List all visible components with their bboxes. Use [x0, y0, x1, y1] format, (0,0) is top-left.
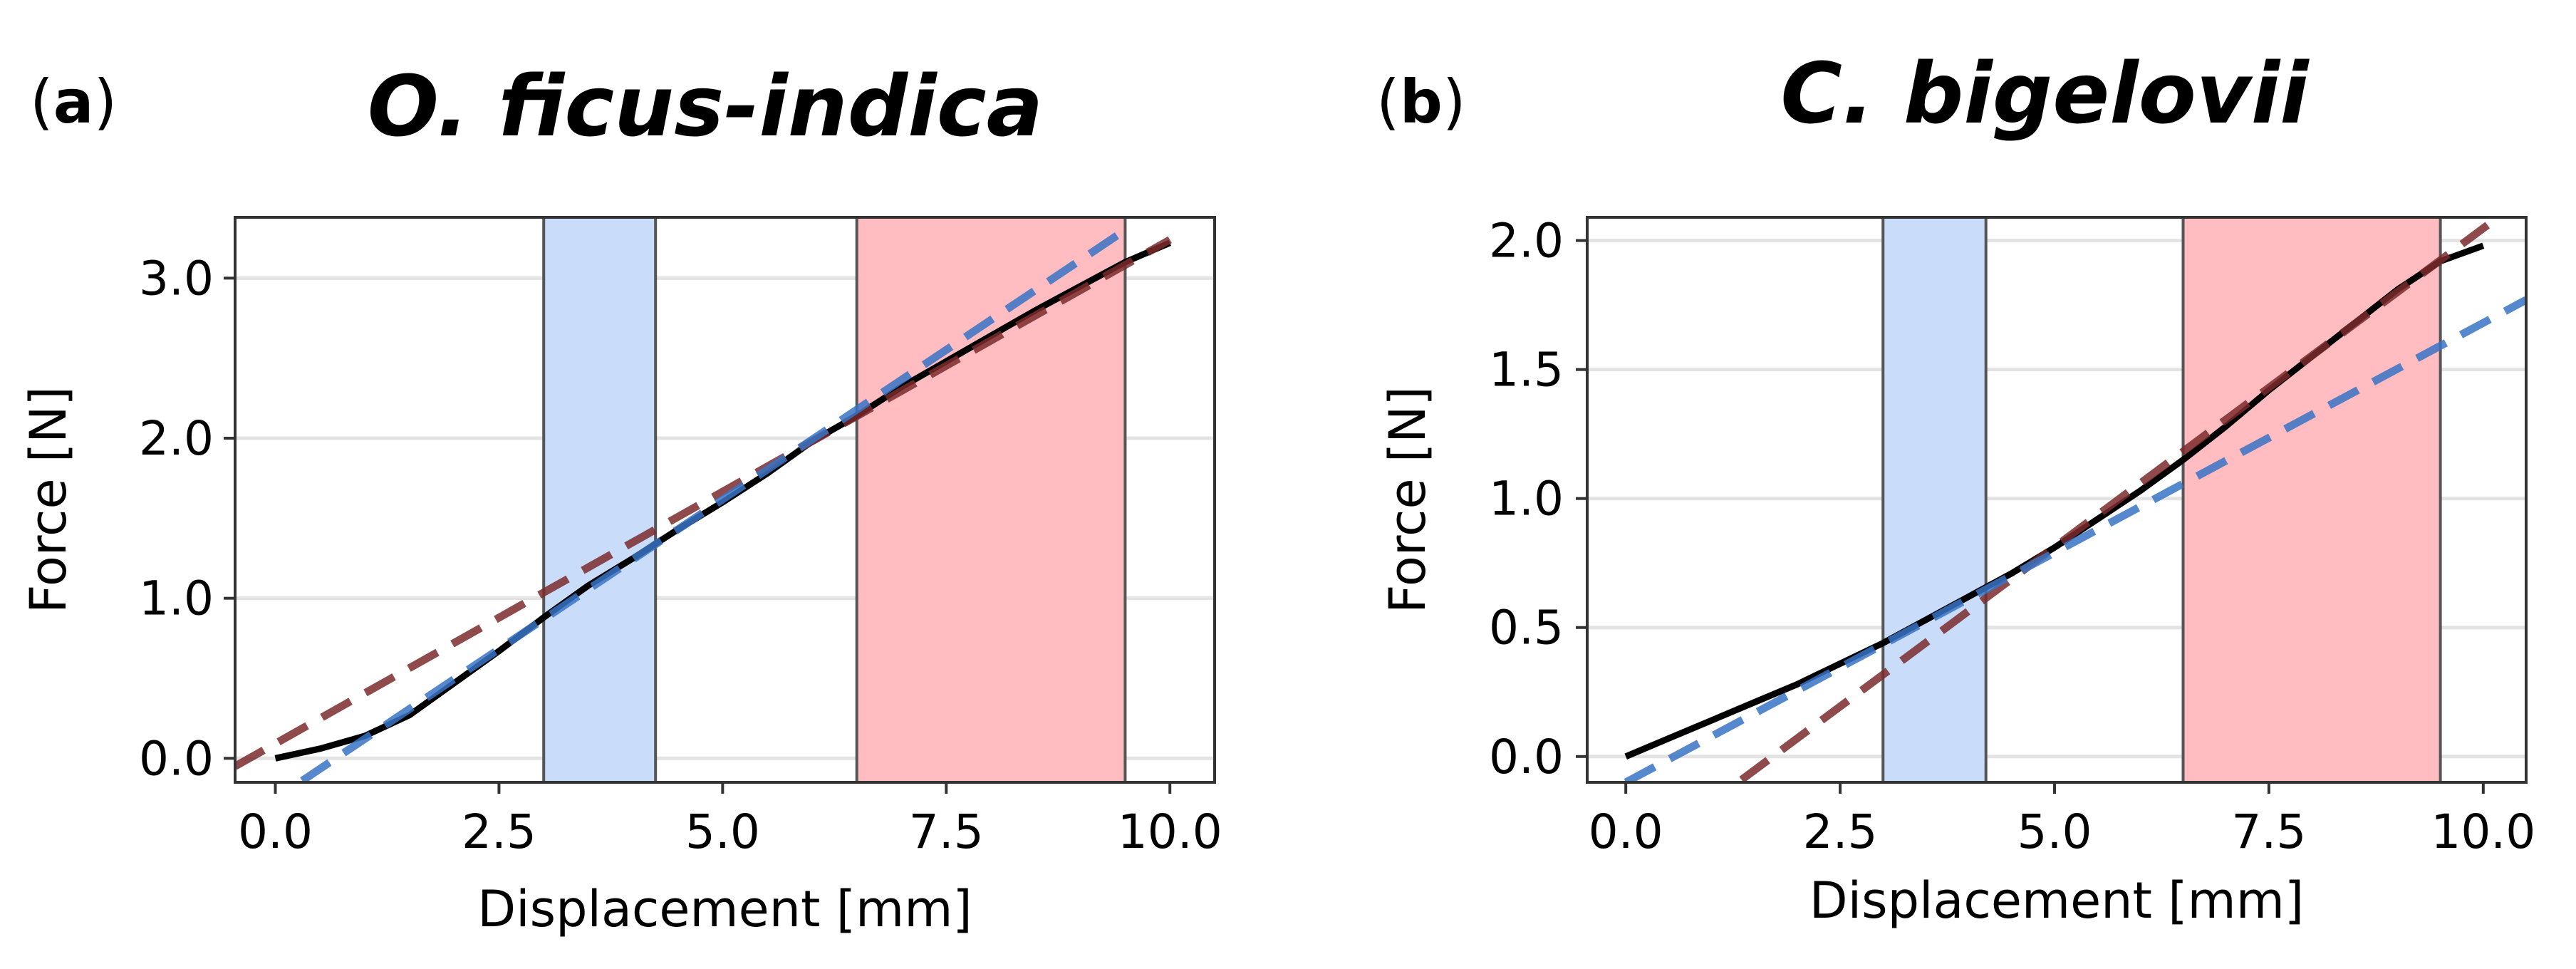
x-tick-label: 7.5: [2231, 804, 2306, 859]
y-axis-label: Force [N]: [19, 386, 78, 613]
plot-area: [1624, 217, 2526, 782]
y-axis-label: Force [N]: [1378, 386, 1437, 613]
x-tick-label: 2.5: [1803, 804, 1878, 859]
y-tick-label: 1.5: [1489, 343, 1564, 398]
shaded-region: [544, 217, 656, 782]
x-axis-label: Displacement [mm]: [1809, 871, 2304, 930]
plot-area: [235, 217, 1172, 782]
panel-letter: a: [53, 67, 94, 137]
x-tick-label: 2.5: [462, 804, 536, 859]
plot-frame: [234, 216, 1216, 784]
y-tick-label: 2.0: [1489, 214, 1564, 269]
panel-label: (b): [1376, 67, 1466, 137]
panel-b: (b) C. bigelovii 0.0 0.5 1.0 1.5 2.0 0.0 2.5 5.0 7…: [1376, 44, 2535, 930]
x-axis-label: Displacement [mm]: [477, 880, 972, 938]
x-tick-label: 0.0: [238, 804, 313, 859]
y-tick-label: 0.0: [1489, 730, 1564, 784]
y-tick-label: 0.5: [1489, 601, 1564, 656]
y-tick-label: 1.0: [139, 571, 214, 626]
panel-letter: b: [1400, 67, 1443, 137]
y-tick-label: 3.0: [139, 251, 214, 306]
x-tick-label: 5.0: [2017, 804, 2092, 859]
x-tick-label: 10.0: [1118, 804, 1222, 859]
panel-label: (a): [30, 67, 117, 137]
series-line: [1739, 222, 2491, 782]
chart-title: C. bigelovii: [1780, 44, 2310, 142]
shaded-region: [1883, 217, 1986, 782]
chart-title: O. ficus-indica: [368, 57, 1044, 155]
shaded-region: [2183, 217, 2441, 782]
x-tick-label: 5.0: [685, 804, 760, 859]
series-line: [300, 227, 1128, 782]
y-tick-label: 1.0: [1489, 472, 1564, 527]
x-tick-label: 7.5: [909, 804, 984, 859]
y-tick-label: 2.0: [139, 411, 214, 466]
y-tick-label: 0.0: [139, 731, 214, 786]
panel-a: (a) O. ficus-indica 0.0 1.0 2.0 3.0 0.0 2.5 5.0 7…: [19, 57, 1222, 938]
series-line: [235, 236, 1172, 770]
shaded-region: [856, 217, 1126, 782]
x-tick-label: 10.0: [2431, 804, 2535, 859]
series-line: [1624, 242, 2485, 760]
x-tick-label: 0.0: [1589, 804, 1663, 859]
series-line: [1624, 296, 2526, 782]
